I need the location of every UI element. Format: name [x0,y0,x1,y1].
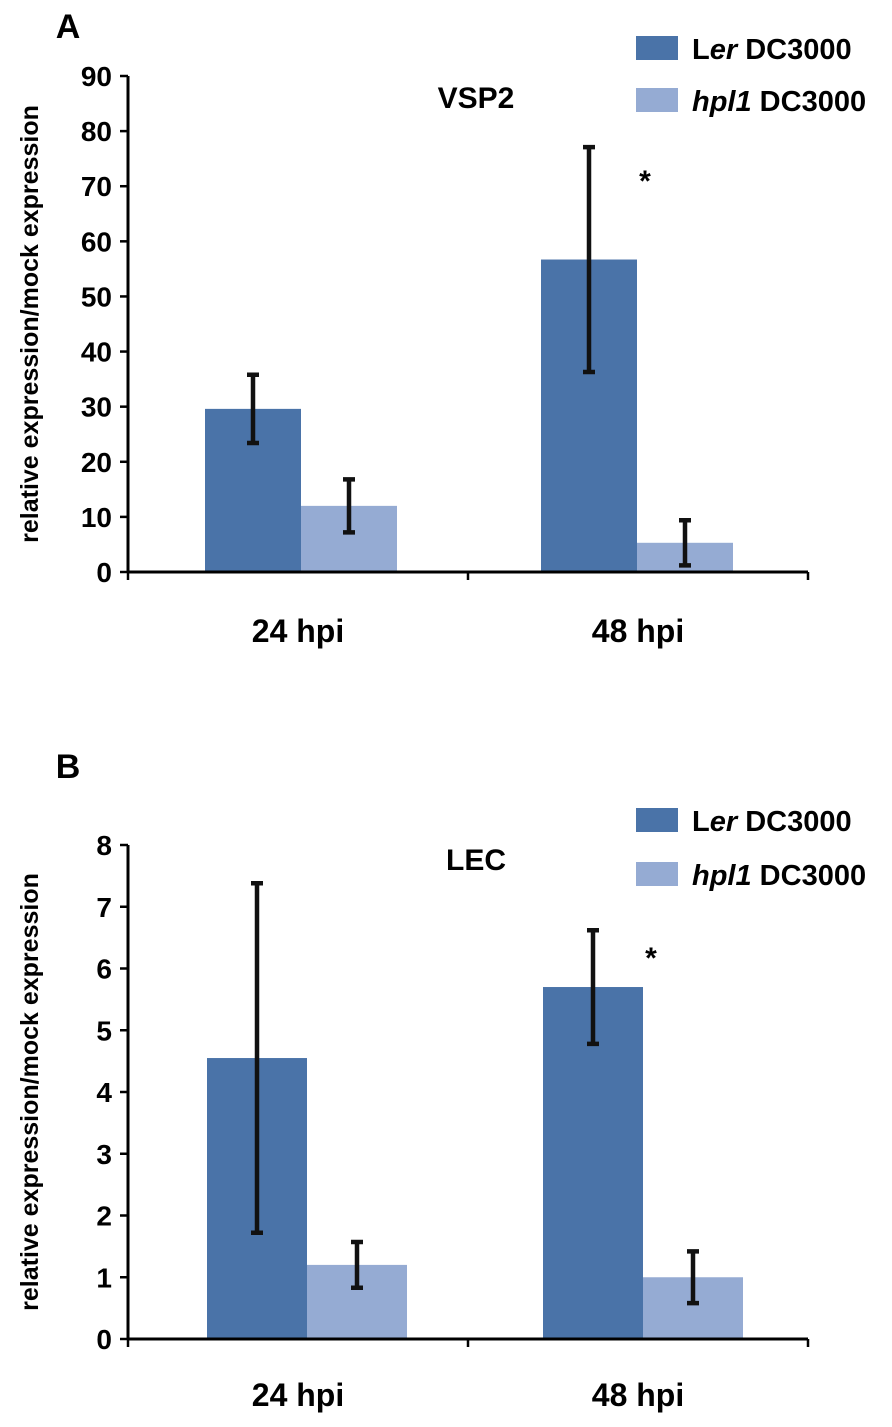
y-tick-label: 5 [96,1015,112,1046]
y-tick-label: 50 [81,281,112,312]
legend-label: Ler DC3000 [692,806,852,838]
legend: Ler DC3000 hpl1 DC3000 [636,806,866,892]
panel-letter: B [56,748,81,786]
y-tick-label: 20 [81,447,112,478]
category-label: 48 hpi [592,613,684,649]
y-tick-label: 1 [96,1262,112,1293]
y-tick-label: 4 [96,1077,112,1108]
y-axis-label: relative expression/mock expression [16,105,44,543]
y-tick-label: 0 [96,1324,112,1355]
chart-title: LEC [446,844,506,877]
chart-panel-a: A VSP2 relative expression/mock expression… [16,8,866,649]
y-tick-label: 8 [96,830,112,861]
legend-swatch [636,808,678,832]
category-label: 24 hpi [252,1377,344,1413]
y-tick-label: 60 [81,226,112,257]
y-tick-label: 0 [96,557,112,588]
significance-marker: * [639,165,651,198]
error-bar-ler-1 [587,927,599,1047]
error-bar-hpl1-1 [687,1249,699,1306]
y-tick-label: 30 [81,392,112,423]
y-tick-label: 3 [96,1139,112,1170]
panel-letter: A [56,8,81,46]
category-label: 24 hpi [252,613,344,649]
y-tick-label: 90 [81,61,112,92]
y-axis-label: relative expression/mock expression [16,873,44,1311]
error-bar-ler-0 [247,372,259,446]
legend-label: hpl1 DC3000 [692,86,866,118]
legend: Ler DC3000 hpl1 DC3000 [636,34,866,118]
chart-title: VSP2 [438,82,515,115]
significance-marker: * [645,942,657,975]
category-label: 48 hpi [592,1377,684,1413]
chart-panel-b: B LEC relative expression/mock expression *… [16,748,866,1413]
error-bar-hpl1-1 [679,517,691,568]
error-bar-ler-0 [251,881,263,1236]
y-tick-label: 70 [81,171,112,202]
legend-swatch [636,862,678,886]
legend-label: hpl1 DC3000 [692,860,866,892]
y-tick-label: 10 [81,502,112,533]
y-tick-label: 7 [96,892,112,923]
y-tick-label: 6 [96,954,112,985]
legend-swatch [636,36,678,60]
error-bar-hpl1-0 [351,1239,363,1290]
error-bar-ler-1 [583,144,595,375]
y-tick-label: 2 [96,1201,112,1232]
y-tick-label: 40 [81,337,112,368]
legend-swatch [636,88,678,112]
y-tick-label: 80 [81,116,112,147]
legend-label: Ler DC3000 [692,34,852,66]
error-bar-hpl1-0 [343,477,355,535]
